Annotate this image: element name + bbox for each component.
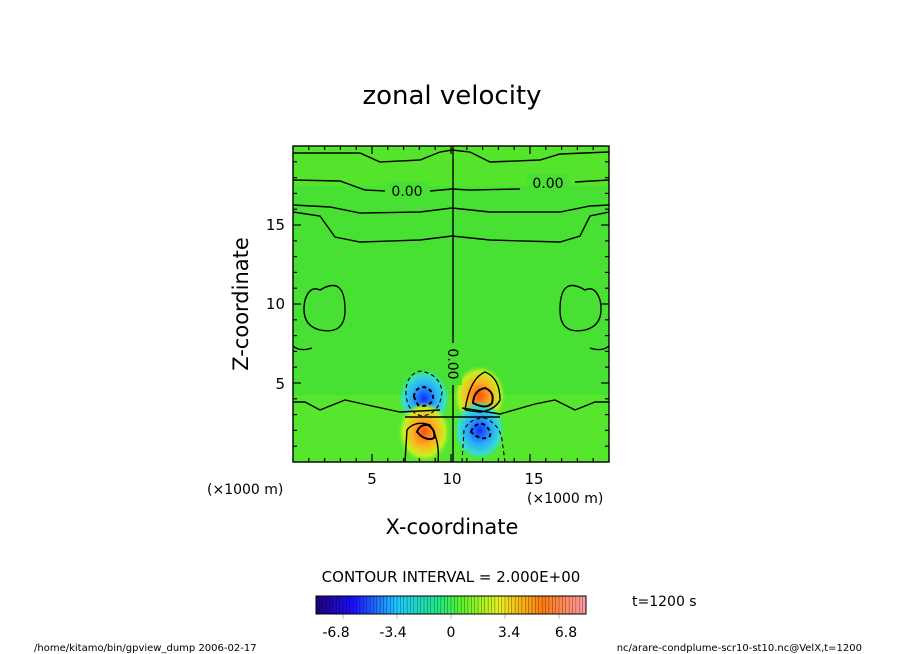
x-tick-15: 15 — [524, 470, 543, 488]
contour-label-right: 0.00 — [532, 176, 563, 192]
colorbar-tick-neg68: -6.8 — [322, 625, 349, 641]
colorbar-tick-68: 6.8 — [555, 625, 577, 641]
colorbar — [315, 595, 587, 619]
y-axis-label: Z-coordinate — [229, 237, 253, 371]
axis-ticks — [293, 146, 609, 462]
contour-interval-text: CONTOUR INTERVAL = 2.000E+00 — [322, 568, 581, 586]
contour-lines — [293, 149, 609, 462]
plot-area — [293, 146, 609, 462]
x-tick-5: 5 — [367, 470, 377, 488]
colorbar-tick-34: 3.4 — [498, 625, 520, 641]
y-tick-5: 5 — [275, 375, 285, 393]
y-unit-note: (×1000 m) — [207, 482, 283, 498]
footer-right: nc/arare-condplume-scr10-st10.nc@VelX,t=… — [617, 643, 862, 654]
x-unit-note: (×1000 m) — [527, 491, 603, 507]
chart-title: zonal velocity — [362, 81, 541, 111]
time-label: t=1200 s — [632, 594, 697, 610]
y-tick-15: 15 — [266, 216, 285, 234]
x-tick-10: 10 — [442, 470, 461, 488]
colorbar-tick-0: 0 — [447, 625, 456, 641]
center-axis-lines — [405, 146, 500, 462]
contour-label-left: 0.00 — [391, 184, 422, 200]
y-tick-10: 10 — [266, 295, 285, 313]
colorbar-tick-neg34: -3.4 — [379, 625, 406, 641]
dashed-contours — [405, 370, 506, 463]
negative-velocity-core-4 — [453, 400, 506, 461]
footer-left: /home/kitamo/bin/gpview_dump 2006-02-17 — [34, 643, 257, 654]
contour-label-center: 0.00 — [444, 348, 460, 379]
x-axis-label: X-coordinate — [386, 515, 519, 539]
